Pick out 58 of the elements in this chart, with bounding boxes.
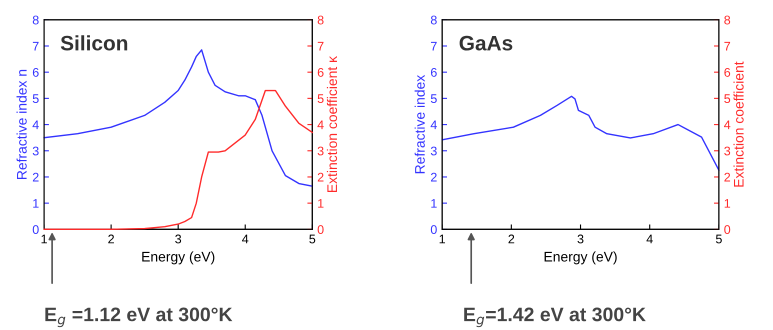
y-tick-label: 5 xyxy=(430,94,437,104)
y-tick-label: 2 xyxy=(32,172,39,182)
x-tick-label: 3 xyxy=(578,234,584,244)
y2-tick-label: 6 xyxy=(318,68,324,77)
y-tick-label: 4 xyxy=(32,120,39,130)
text: GaAs xyxy=(460,36,512,51)
y-tick-label: 1 xyxy=(431,199,437,208)
y2-tick-label: 0 xyxy=(318,225,324,234)
line-series xyxy=(43,49,313,187)
line-series xyxy=(441,96,720,171)
text: Silicon xyxy=(60,35,128,51)
y2-tick-label: 8 xyxy=(724,16,730,24)
y-tick-label: 6 xyxy=(430,68,437,77)
text: E$_{g}$=1.42 eV at 300°K xyxy=(464,308,646,328)
x-tick-label: 2 xyxy=(108,234,114,244)
y2-tick-label: 3 xyxy=(318,146,324,156)
y2-tick-label: 1 xyxy=(318,199,324,208)
x-tick-label: 5 xyxy=(309,234,316,244)
y-tick-label: 7 xyxy=(32,42,39,51)
y-tick-label: 1 xyxy=(33,199,39,208)
y2-tick-label: 8 xyxy=(318,16,324,24)
y2-axis-title: Extinction coefficient xyxy=(733,61,744,187)
x-tick-label: 4 xyxy=(242,234,248,244)
x-tick-label: 3 xyxy=(175,234,182,244)
y-tick-label: 4 xyxy=(430,120,437,130)
y-tick-label: 0 xyxy=(430,225,437,234)
y2-tick-label: 7 xyxy=(318,42,324,51)
y-tick-label: 7 xyxy=(430,42,437,51)
y2-tick-label: 3 xyxy=(724,146,730,156)
y2-tick-label: 0 xyxy=(724,225,730,234)
y-tick-label: 0 xyxy=(32,225,39,234)
y2-tick-label: 7 xyxy=(724,42,730,51)
y2-tick-label: 5 xyxy=(724,94,730,104)
y-tick-label: 8 xyxy=(430,16,437,24)
y2-tick-label: 6 xyxy=(724,68,730,77)
y-axis-title: Refractive index xyxy=(414,74,425,174)
annotation: E$_{g}$ =1.12 eV at 300°K xyxy=(45,308,232,328)
y2-tick-label: 5 xyxy=(318,94,324,104)
x-tick-label: 2 xyxy=(508,234,514,244)
y-tick-label: 6 xyxy=(32,68,39,77)
y-tick-label: 3 xyxy=(430,146,437,156)
x-tick-label: 4 xyxy=(646,234,653,244)
y2-tick-label: 1 xyxy=(724,199,730,208)
x-tick-label: 5 xyxy=(716,234,722,244)
y2-tick-label: 2 xyxy=(724,172,730,182)
y2-tick-label: 2 xyxy=(318,172,324,182)
x-axis-title: Energy (eV) xyxy=(142,251,214,264)
x-tick-label: 1 xyxy=(440,234,446,244)
y2-tick-label: 4 xyxy=(724,120,730,130)
y2-tick-label: 4 xyxy=(317,120,324,130)
y-tick-label: 8 xyxy=(32,16,39,24)
y2-axis-title: Extinction coefficient κ xyxy=(326,56,338,192)
x-axis-title: Energy (eV) xyxy=(544,251,617,264)
y-tick-label: 2 xyxy=(430,172,437,182)
y-axis-title: Refractive index n xyxy=(16,70,27,180)
y-tick-label: 5 xyxy=(32,94,39,104)
y-tick-label: 3 xyxy=(32,146,39,156)
x-tick-label: 1 xyxy=(42,234,47,244)
